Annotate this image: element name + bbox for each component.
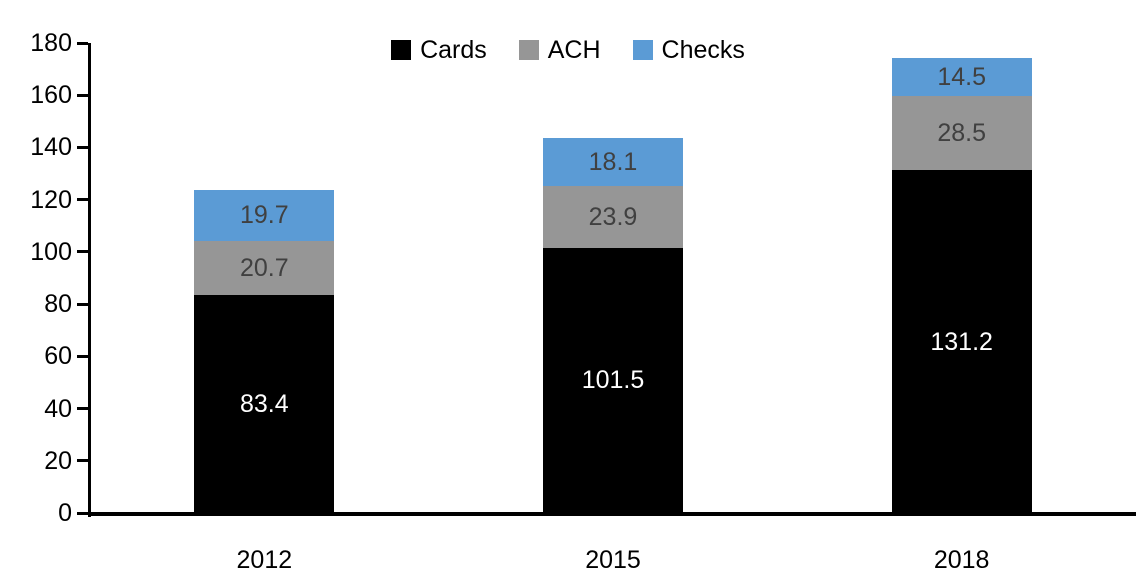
y-axis — [88, 43, 91, 517]
y-axis-tick-label: 80 — [44, 290, 72, 319]
y-axis-tick — [77, 459, 88, 463]
legend: Cards ACH Checks — [0, 36, 1136, 64]
bar-segment-cards-2012: 83.4 — [194, 295, 335, 513]
y-axis-tick-label: 60 — [44, 342, 72, 371]
y-axis-tick-label: 40 — [44, 394, 72, 423]
y-axis-tick-label: 180 — [30, 29, 72, 57]
y-axis-tick — [77, 354, 88, 358]
x-axis-category-label: 2012 — [236, 546, 293, 574]
legend-label-cards: Cards — [420, 36, 487, 64]
data-label: 131.2 — [930, 327, 993, 356]
y-axis-tick — [77, 511, 88, 515]
legend-label-checks: Checks — [661, 36, 745, 64]
legend-swatch-ach-icon — [518, 40, 539, 60]
x-axis-category-label: 2018 — [933, 546, 990, 574]
data-label: 28.5 — [937, 119, 986, 148]
bar-segment-checks-2018: 14.5 — [891, 58, 1032, 96]
bar-segment-ach-2015: 23.9 — [543, 185, 683, 248]
bar-segment-checks-2012: 19.7 — [194, 189, 335, 242]
data-label: 83.4 — [239, 390, 289, 419]
y-axis-tick-label: 120 — [30, 185, 72, 214]
legend-swatch-cards-icon — [391, 40, 412, 60]
y-axis-tick-label: 160 — [30, 81, 72, 110]
x-axis-category-label: 2015 — [585, 546, 641, 574]
data-label: 18.1 — [588, 147, 638, 176]
x-axis — [88, 512, 1136, 516]
y-axis-tick — [77, 93, 88, 97]
y-axis-tick — [77, 41, 88, 45]
y-axis-tick — [77, 407, 88, 411]
y-axis-tick — [77, 250, 88, 254]
bar-segment-ach-2012: 20.7 — [194, 241, 335, 296]
data-label: 19.7 — [239, 201, 289, 230]
y-axis-tick-label: 140 — [30, 133, 72, 162]
y-axis-tick-label: 0 — [58, 499, 72, 527]
data-label: 23.9 — [588, 202, 638, 231]
y-axis-tick-label: 100 — [30, 237, 72, 266]
y-axis-tick-label: 20 — [44, 446, 72, 475]
legend-label-ach: ACH — [547, 36, 601, 64]
data-label: 101.5 — [581, 366, 645, 395]
bar-segment-ach-2018: 28.5 — [891, 96, 1032, 171]
legend-item-ach: ACH — [518, 36, 601, 64]
y-axis-tick — [77, 198, 88, 202]
legend-item-cards: Cards — [391, 36, 487, 64]
y-axis-tick — [77, 302, 88, 306]
bar-segment-checks-2015: 18.1 — [543, 138, 683, 186]
legend-item-checks: Checks — [632, 36, 745, 64]
data-label: 20.7 — [239, 254, 289, 283]
data-label: 14.5 — [937, 63, 986, 92]
legend-swatch-checks-icon — [632, 40, 653, 60]
bar-segment-cards-2018: 131.2 — [891, 170, 1032, 513]
y-axis-tick — [77, 145, 88, 149]
bar-segment-cards-2015: 101.5 — [543, 247, 683, 513]
